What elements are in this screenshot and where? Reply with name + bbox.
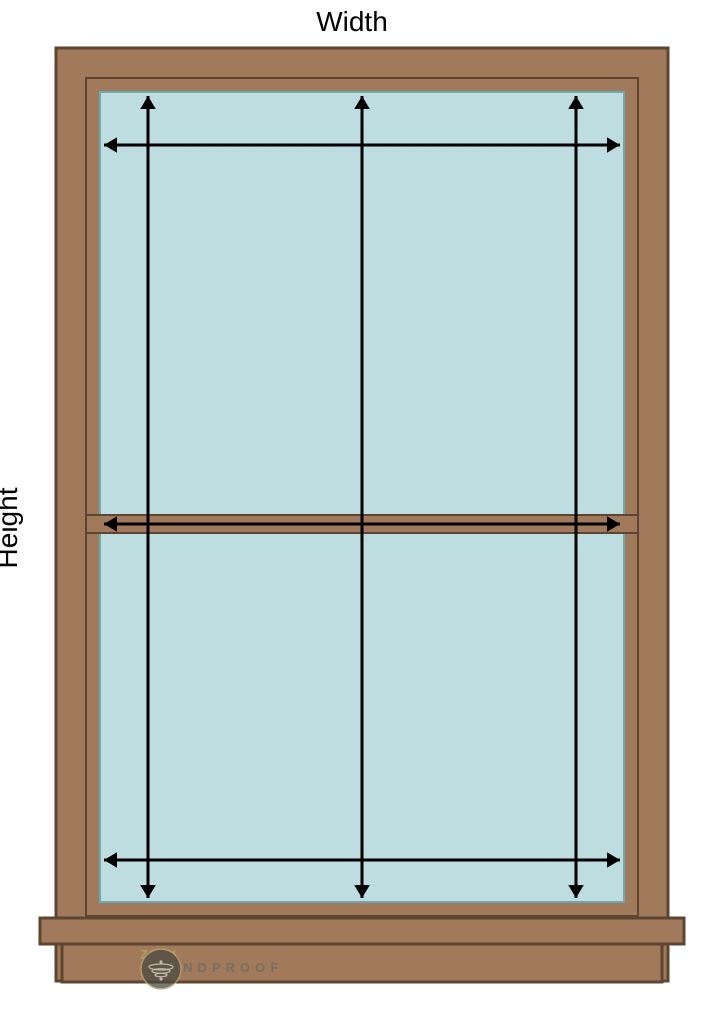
window-diagram <box>0 0 704 1024</box>
brand-watermark: ZEN SOUNDPROOF <box>140 948 283 974</box>
brand-logo-icon <box>140 948 182 990</box>
